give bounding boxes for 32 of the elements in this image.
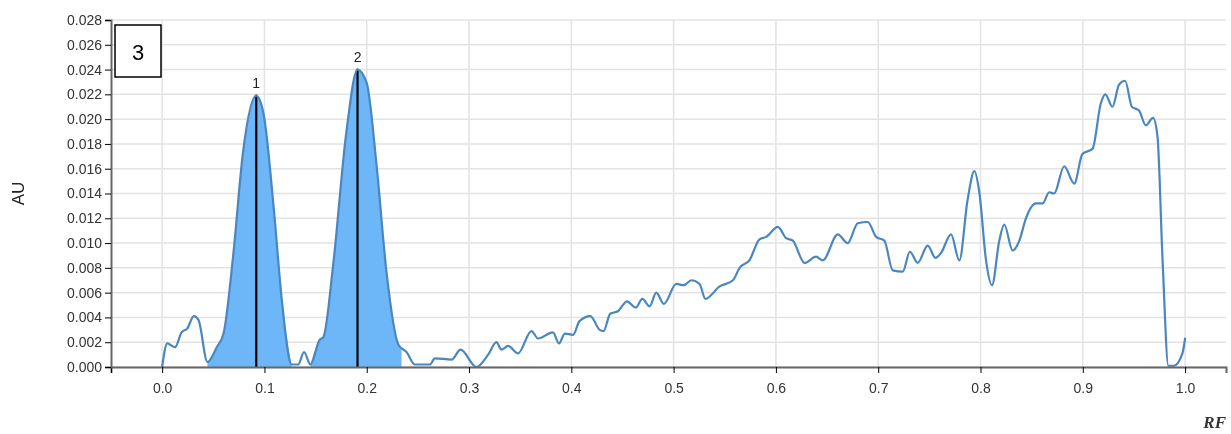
x-tick-label: 0.7 [868,379,889,396]
x-tick-label: 0.5 [664,379,685,396]
x-axis-title: RF [1202,413,1227,432]
x-tick-label: 0.3 [459,379,480,396]
y-tick-label: 0.010 [66,235,103,252]
y-tick-label: 0.028 [66,11,103,28]
x-tick-label: 0.0 [152,379,173,396]
annotation: 2 [353,48,362,65]
line-series [161,68,1187,369]
x-tick-label: 0.9 [1073,379,1094,396]
y-tick-label: 0.002 [66,334,103,351]
y-tick-label: 0.016 [66,160,103,177]
y-tick-label: 0.022 [66,86,103,103]
y-tick-label: 0.014 [66,185,103,202]
y-tick-label: 0.020 [66,111,103,128]
y-tick-label: 0.006 [66,284,103,301]
x-tick-label: 0.8 [971,379,991,396]
x-tick-label: 0.6 [766,379,787,396]
y-tick-label: 0.012 [66,210,103,227]
y-tick-label: 0.026 [66,36,103,53]
y-tick-label: 0.000 [66,358,103,375]
y-tick-label: 0.008 [66,259,103,276]
y-tick-label: 0.018 [66,135,103,152]
y-tick-label: 0.024 [66,61,103,78]
annotation: 1 [252,74,261,91]
x-tick-label: 1.0 [1175,379,1196,396]
annotation: 3 [131,40,145,65]
y-tick-label: 0.004 [66,309,103,326]
y-axis-title: AU [9,181,28,206]
x-tick-label: 0.1 [255,379,275,396]
x-tick-label: 0.2 [357,379,378,396]
x-tick-label: 0.4 [562,379,582,396]
